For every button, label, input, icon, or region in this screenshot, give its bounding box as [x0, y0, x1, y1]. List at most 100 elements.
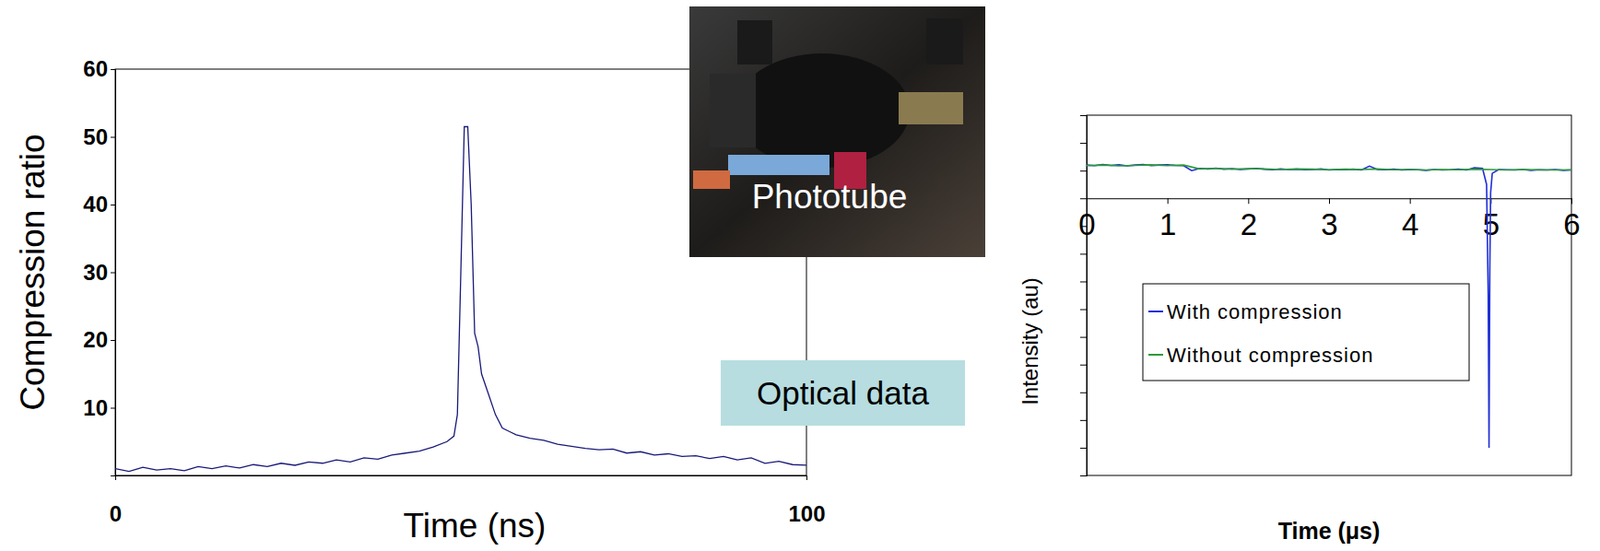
- tick: 1: [1159, 198, 1177, 241]
- tick-mark: [1086, 198, 1088, 204]
- tick-label: 30: [82, 259, 108, 285]
- data-line: [1086, 164, 1572, 448]
- tick-mark: [115, 475, 117, 481]
- axis-line: [110, 70, 117, 477]
- tick: [1080, 281, 1087, 283]
- tick: [1080, 142, 1087, 144]
- legend-box: [1142, 283, 1470, 381]
- legend-swatch: [1148, 353, 1164, 356]
- legend-label: Without compression: [1166, 343, 1374, 367]
- tick-label: 60: [82, 56, 108, 82]
- tick-mark: [1080, 475, 1087, 477]
- tick-mark: [806, 475, 808, 481]
- tick-label: 10: [82, 395, 108, 421]
- tick: [1080, 309, 1087, 311]
- tick: [1080, 392, 1087, 394]
- tick-mark: [1080, 364, 1087, 366]
- axis-line: [1087, 199, 1573, 205]
- axis-title: Time (μs): [1278, 517, 1381, 544]
- tick-label: 40: [82, 191, 108, 217]
- tick-mark: [1080, 142, 1087, 144]
- plot-frame: [1086, 115, 1572, 476]
- tick: 2: [1240, 198, 1258, 241]
- tick-label: 0: [109, 501, 122, 527]
- axis: 0123456: [1078, 198, 1580, 241]
- tick-mark: [110, 408, 116, 410]
- legend: With compression Without compression: [1142, 283, 1470, 381]
- tick: 100: [788, 475, 825, 527]
- annotation: Optical data: [720, 360, 965, 426]
- tick: 40: [82, 191, 116, 217]
- chart-panel: 0123456Time (μs)Intensity (au)With compr…: [1017, 115, 1581, 544]
- tick: 0: [1078, 198, 1095, 241]
- tick-mark: [1080, 337, 1087, 339]
- axis-title: Intensity (au): [1017, 277, 1043, 406]
- tick: 0: [109, 475, 122, 527]
- photo-inset: Phototube: [689, 6, 986, 258]
- photo-detail: [926, 18, 964, 65]
- tick-mark: [1080, 281, 1087, 283]
- tick-mark: [1247, 198, 1249, 204]
- tick: 20: [82, 327, 116, 353]
- tick-mark: [110, 137, 116, 139]
- tick: 6: [1563, 198, 1580, 241]
- tick-mark: [1080, 447, 1087, 449]
- photo-detail: [734, 53, 910, 168]
- tick-mark: [1080, 309, 1087, 311]
- tick: [1080, 198, 1087, 200]
- tick-label: 100: [788, 501, 825, 527]
- tick-label: 0: [1078, 207, 1095, 242]
- tick-mark: [1167, 198, 1169, 204]
- legend-swatch: [1148, 310, 1164, 313]
- tick-mark: [110, 69, 116, 71]
- tick: 3: [1320, 198, 1338, 241]
- tick-label: 3: [1320, 207, 1338, 242]
- photo-detail: [693, 170, 730, 189]
- axis-title: Time (ns): [403, 506, 547, 545]
- tick: 30: [82, 259, 116, 285]
- annotation-box: [720, 360, 965, 426]
- photo-detail: [898, 92, 964, 125]
- photo: [689, 6, 986, 258]
- tick-label: 6: [1563, 207, 1580, 242]
- axis: 10 20 30 40 50 60: [82, 56, 116, 476]
- tick: [1080, 364, 1087, 366]
- data-line: [1086, 164, 1572, 171]
- tick-mark: [110, 340, 116, 342]
- tick-mark: [1080, 420, 1087, 422]
- tick: [1080, 420, 1087, 422]
- tick: [1080, 115, 1087, 117]
- page: 1020304050600100Time (ns)Compression rat…: [0, 0, 1600, 551]
- tick-mark: [1080, 253, 1087, 255]
- tick-mark: [110, 272, 116, 274]
- tick-label: 2: [1240, 207, 1258, 242]
- tick-label: 50: [82, 124, 108, 150]
- axis: [1080, 116, 1088, 477]
- tick-mark: [1080, 170, 1087, 172]
- tick-label: 20: [82, 327, 108, 353]
- annotation-text: Optical data: [756, 375, 930, 412]
- tick: [1080, 447, 1087, 449]
- axis-title: Compression ratio: [13, 133, 52, 411]
- tick: 4: [1401, 198, 1419, 241]
- axis-line: [1080, 116, 1088, 477]
- tick: 50: [82, 124, 116, 150]
- tick: 60: [82, 56, 116, 82]
- tick: 10: [82, 395, 116, 421]
- background: [0, 0, 1600, 551]
- photo-detail: [728, 154, 830, 176]
- legend-label: With compression: [1166, 300, 1343, 324]
- tick: [1080, 253, 1087, 255]
- photo-detail: [709, 73, 756, 148]
- plot-area: [115, 126, 807, 471]
- tick: [1080, 170, 1087, 172]
- tick-mark: [1571, 198, 1573, 204]
- tick-mark: [1410, 198, 1412, 204]
- tick-mark: [1329, 198, 1330, 204]
- tick-mark: [1080, 392, 1087, 394]
- tick-mark: [1080, 115, 1087, 117]
- tick-label: 4: [1401, 207, 1419, 242]
- tick-label: 1: [1159, 207, 1177, 242]
- plot-area: [1086, 164, 1572, 448]
- tick-mark: [110, 204, 116, 206]
